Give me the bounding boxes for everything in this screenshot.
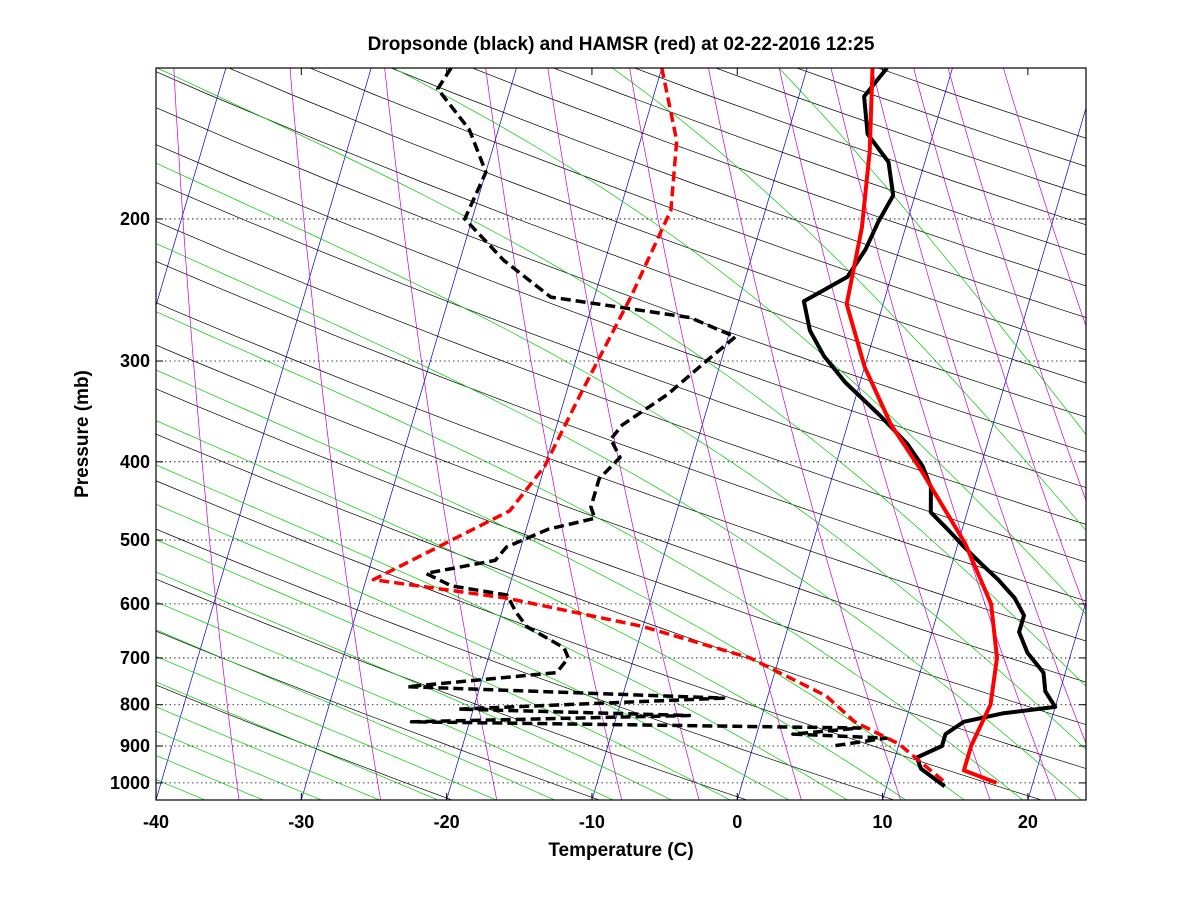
plot-background xyxy=(156,68,1086,800)
x-tick-label: 20 xyxy=(1018,812,1038,832)
y-tick-label: 800 xyxy=(120,695,150,715)
chart-title: Dropsonde (black) and HAMSR (red) at 02-… xyxy=(368,34,875,55)
y-tick-label: 200 xyxy=(120,209,150,229)
y-tick-label: 900 xyxy=(120,736,150,756)
x-tick-label: -10 xyxy=(579,812,605,832)
y-tick-label: 400 xyxy=(120,452,150,472)
y-tick-label: 700 xyxy=(120,648,150,668)
x-tick-label: -20 xyxy=(434,812,460,832)
x-tick-label: -40 xyxy=(143,812,169,832)
y-tick-label: 500 xyxy=(120,530,150,550)
y-tick-label: 600 xyxy=(120,594,150,614)
x-tick-label: 10 xyxy=(873,812,893,832)
x-tick-label: 0 xyxy=(732,812,742,832)
y-tick-label: 300 xyxy=(120,351,150,371)
x-tick-label: -30 xyxy=(288,812,314,832)
x-axis-label: Temperature (C) xyxy=(548,840,693,861)
isotherm-line xyxy=(1172,40,1200,803)
y-axis-label: Pressure (mb) xyxy=(72,370,93,498)
y-tick-label: 1000 xyxy=(110,773,150,793)
